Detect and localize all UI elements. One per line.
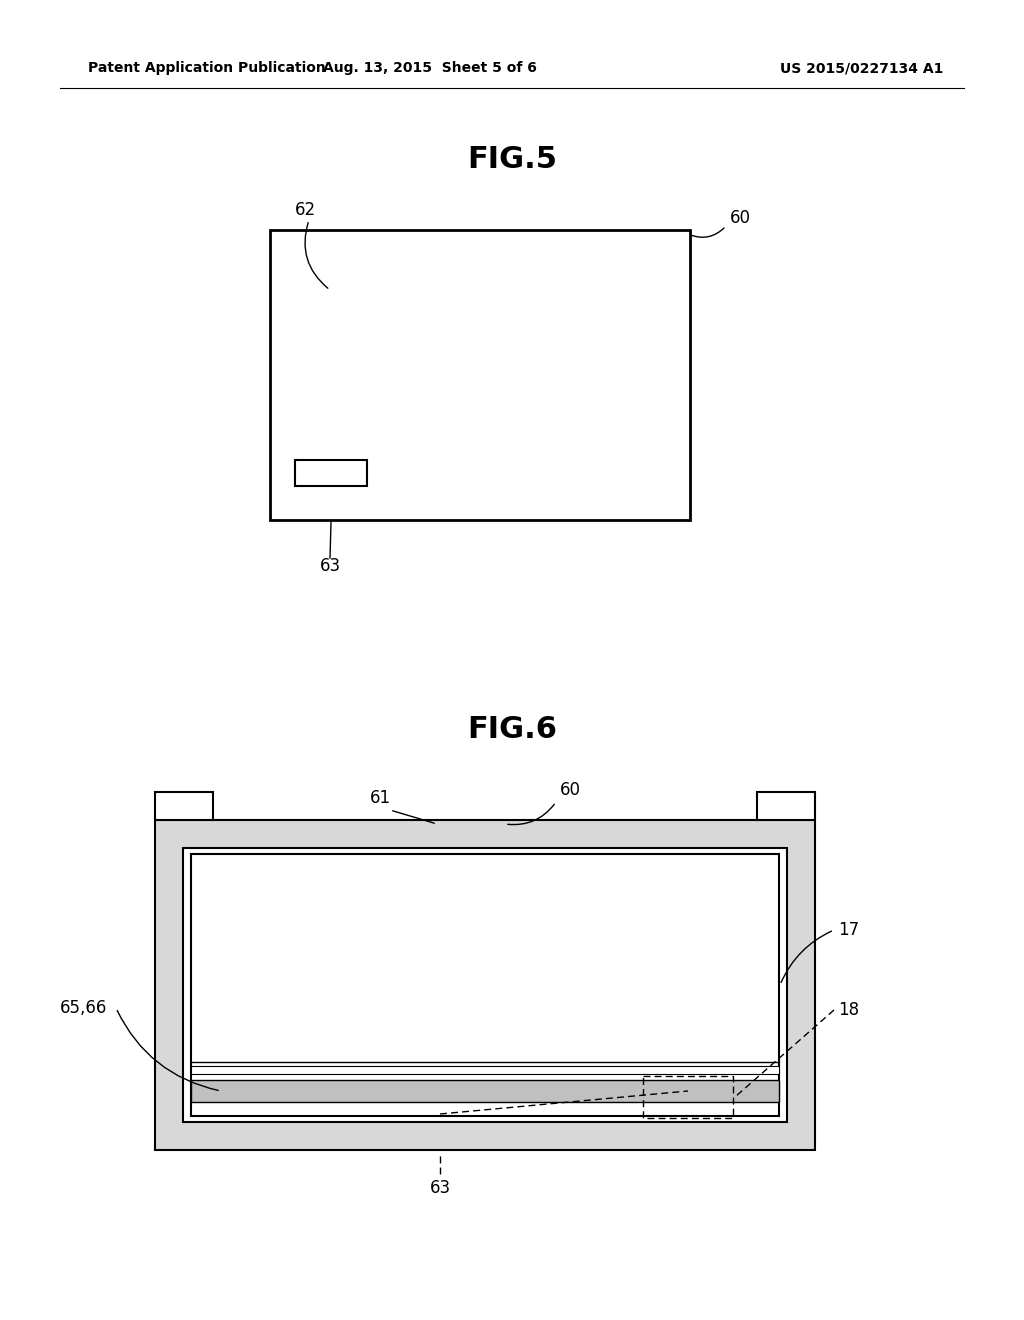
Text: 17: 17 <box>838 921 859 939</box>
Bar <box>191 1067 779 1074</box>
Text: Aug. 13, 2015  Sheet 5 of 6: Aug. 13, 2015 Sheet 5 of 6 <box>323 61 537 75</box>
Text: 63: 63 <box>429 1179 451 1197</box>
Text: 63: 63 <box>319 557 341 576</box>
Bar <box>643 1076 733 1118</box>
Text: Patent Application Publication: Patent Application Publication <box>88 61 326 75</box>
Bar <box>191 1080 779 1102</box>
Text: 61: 61 <box>370 789 390 807</box>
Bar <box>155 792 213 820</box>
Text: 60: 60 <box>560 781 581 799</box>
Text: 65,66: 65,66 <box>60 999 108 1016</box>
Bar <box>155 820 815 1150</box>
Bar <box>270 230 690 520</box>
Bar <box>191 854 779 1115</box>
Bar <box>295 459 367 486</box>
Bar <box>757 792 815 820</box>
Text: US 2015/0227134 A1: US 2015/0227134 A1 <box>780 61 943 75</box>
Text: 60: 60 <box>730 209 751 227</box>
Text: 18: 18 <box>838 1001 859 1019</box>
Text: FIG.6: FIG.6 <box>467 715 557 744</box>
Text: 62: 62 <box>295 201 316 219</box>
Text: FIG.5: FIG.5 <box>467 145 557 174</box>
Bar <box>183 847 787 1122</box>
